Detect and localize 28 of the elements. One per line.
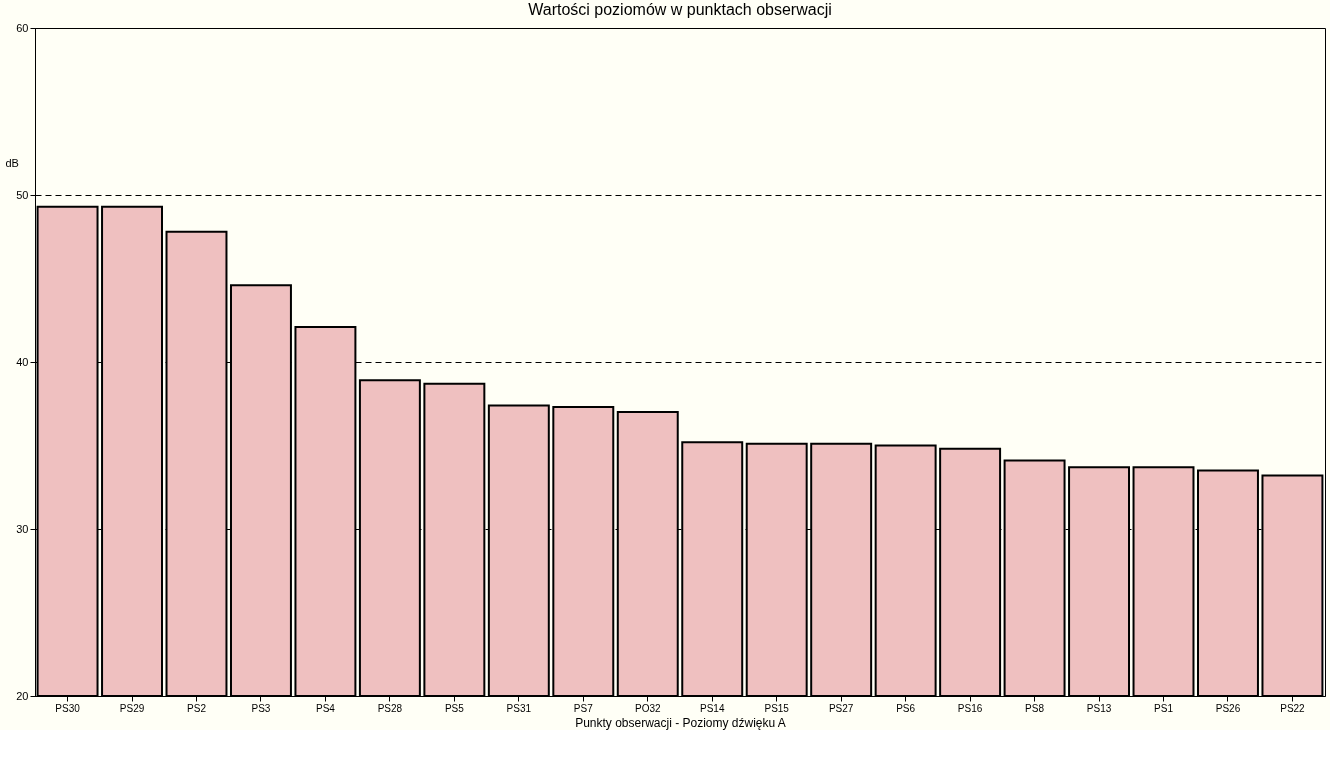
y-tick-label: 40 <box>16 355 29 368</box>
x-tick-label: PS31 <box>506 702 532 714</box>
x-tick-label: PS28 <box>377 702 403 714</box>
x-tick-label: PS16 <box>957 702 983 714</box>
y-tick-label: 50 <box>16 188 29 201</box>
x-tick-label: PS22 <box>1280 702 1306 714</box>
y-axis-title: dB <box>5 156 19 169</box>
x-tick-label: PS1 <box>1154 702 1174 714</box>
x-tick-label: PS3 <box>251 702 271 714</box>
x-tick-label: PS15 <box>764 702 790 714</box>
x-tick-label: PS29 <box>119 702 145 714</box>
x-tick-label: PS7 <box>573 702 594 714</box>
x-tick-label: PO32 <box>634 702 661 714</box>
x-tick-label: PS14 <box>700 702 725 714</box>
y-tick-label: 20 <box>16 689 29 702</box>
x-tick-label: PS30 <box>55 702 81 714</box>
chart-title: Wartości poziomów w punktach obserwacji <box>528 1 832 18</box>
x-tick-label: PS8 <box>1025 702 1045 714</box>
x-tick-label: PS4 <box>315 702 336 714</box>
x-tick-label: PS6 <box>896 702 916 714</box>
x-tick-label: PS5 <box>444 702 465 714</box>
y-tick-label: 60 <box>16 21 29 34</box>
x-tick-label: PS2 <box>187 702 207 714</box>
x-tick-label: PS27 <box>828 702 854 714</box>
y-tick-label: 30 <box>16 522 29 535</box>
x-axis-title: Punkty obserwacji - Poziomy dźwięku A <box>575 715 786 730</box>
x-tick-label: PS26 <box>1215 702 1241 714</box>
x-tick-label: PS13 <box>1086 702 1112 714</box>
